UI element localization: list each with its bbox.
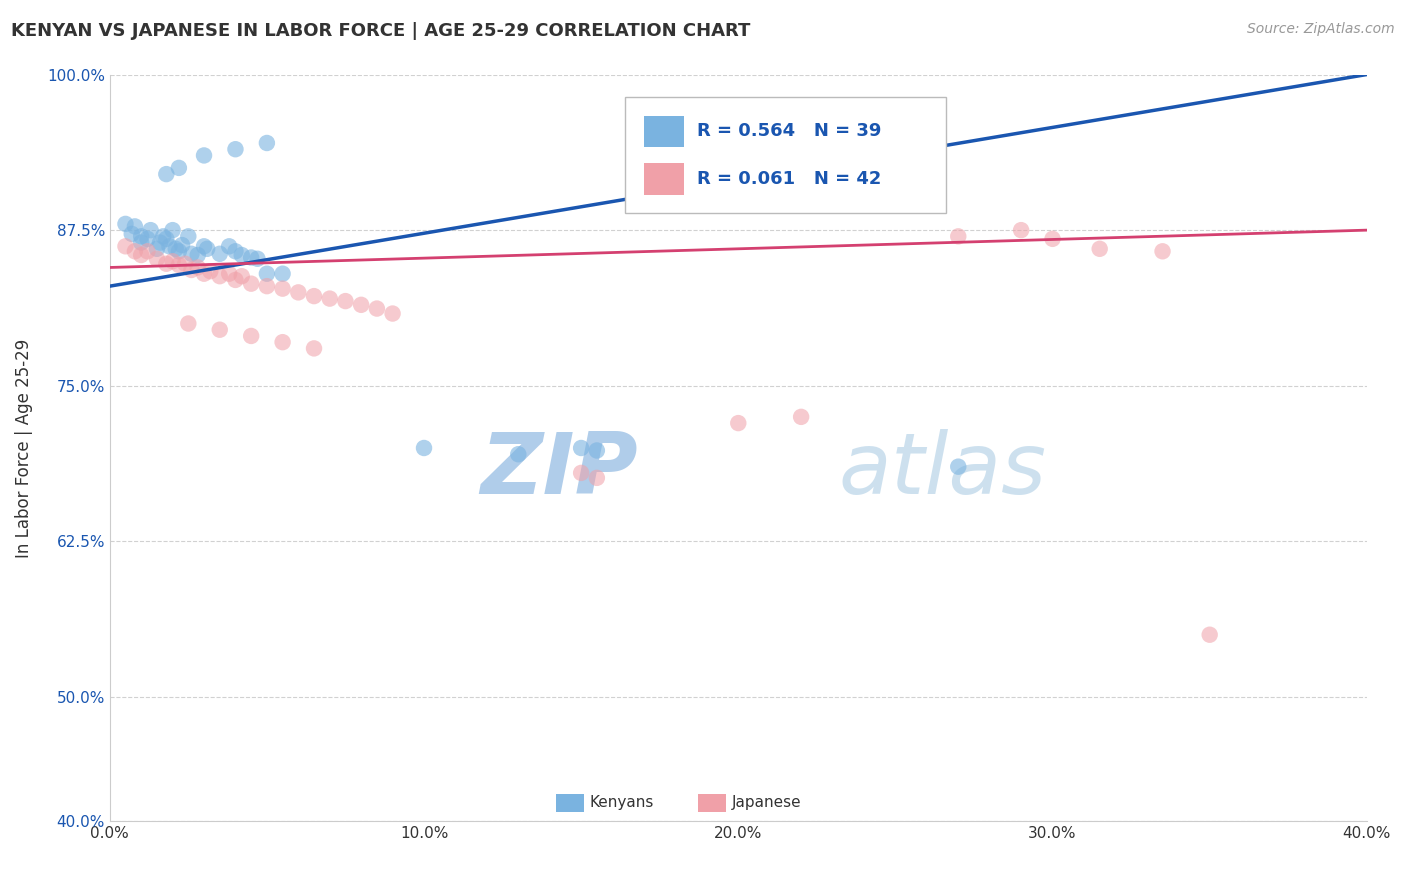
- Point: [240, 251, 263, 265]
- Point: [586, 443, 609, 458]
- Point: [240, 277, 263, 291]
- Text: atlas: atlas: [839, 429, 1047, 512]
- Point: [162, 223, 184, 237]
- Point: [569, 441, 592, 455]
- Point: [174, 257, 197, 271]
- Point: [129, 229, 152, 244]
- Point: [256, 267, 278, 281]
- Point: [177, 317, 200, 331]
- FancyBboxPatch shape: [644, 163, 685, 194]
- FancyBboxPatch shape: [626, 97, 946, 212]
- Point: [146, 252, 169, 266]
- Point: [193, 148, 215, 162]
- Point: [195, 242, 218, 256]
- Point: [136, 232, 159, 246]
- Point: [155, 167, 177, 181]
- Point: [193, 239, 215, 253]
- Point: [167, 244, 190, 259]
- Point: [381, 307, 404, 321]
- Point: [114, 239, 136, 253]
- Point: [350, 298, 373, 312]
- Point: [1010, 223, 1032, 237]
- Point: [413, 441, 436, 455]
- Point: [177, 229, 200, 244]
- FancyBboxPatch shape: [555, 794, 583, 813]
- Point: [224, 244, 246, 259]
- Point: [366, 301, 388, 316]
- Point: [231, 269, 253, 284]
- Point: [218, 239, 240, 253]
- Point: [246, 252, 269, 266]
- Point: [114, 217, 136, 231]
- Point: [224, 273, 246, 287]
- Point: [948, 229, 970, 244]
- Point: [727, 416, 749, 430]
- Text: R = 0.564   N = 39: R = 0.564 N = 39: [697, 121, 882, 139]
- Point: [302, 342, 325, 356]
- Point: [187, 260, 209, 275]
- Text: R = 0.061   N = 42: R = 0.061 N = 42: [697, 170, 882, 188]
- Point: [159, 239, 181, 253]
- Point: [287, 285, 309, 300]
- Point: [948, 459, 970, 474]
- Point: [1042, 232, 1064, 246]
- Point: [271, 335, 294, 350]
- Point: [136, 244, 159, 259]
- Point: [231, 248, 253, 262]
- Point: [1198, 628, 1220, 642]
- Point: [271, 282, 294, 296]
- Point: [218, 267, 240, 281]
- Point: [586, 471, 609, 485]
- Point: [129, 248, 152, 262]
- Point: [152, 229, 174, 244]
- Text: Kenyans: Kenyans: [591, 796, 654, 810]
- FancyBboxPatch shape: [697, 794, 725, 813]
- Y-axis label: In Labor Force | Age 25-29: In Labor Force | Age 25-29: [15, 338, 32, 558]
- Point: [167, 161, 190, 175]
- Point: [180, 247, 202, 261]
- Point: [319, 292, 342, 306]
- Point: [302, 289, 325, 303]
- Point: [1088, 242, 1111, 256]
- Point: [271, 267, 294, 281]
- Text: KENYAN VS JAPANESE IN LABOR FORCE | AGE 25-29 CORRELATION CHART: KENYAN VS JAPANESE IN LABOR FORCE | AGE …: [11, 22, 751, 40]
- Point: [165, 242, 187, 256]
- Point: [124, 219, 146, 234]
- Point: [146, 242, 169, 256]
- Point: [180, 263, 202, 277]
- Point: [790, 409, 813, 424]
- Point: [193, 267, 215, 281]
- Point: [335, 294, 357, 309]
- Point: [256, 136, 278, 150]
- Point: [1152, 244, 1174, 259]
- Point: [155, 257, 177, 271]
- Point: [121, 227, 143, 241]
- Point: [508, 447, 530, 461]
- Point: [124, 244, 146, 259]
- Point: [167, 258, 190, 272]
- Point: [569, 466, 592, 480]
- Point: [149, 235, 172, 250]
- Text: Source: ZipAtlas.com: Source: ZipAtlas.com: [1247, 22, 1395, 37]
- FancyBboxPatch shape: [644, 116, 685, 147]
- Point: [256, 279, 278, 293]
- Point: [240, 329, 263, 343]
- Point: [200, 264, 222, 278]
- Point: [187, 248, 209, 262]
- Point: [139, 223, 162, 237]
- Text: Japanese: Japanese: [733, 796, 801, 810]
- Point: [162, 254, 184, 268]
- Point: [208, 323, 231, 337]
- Text: ZIP: ZIP: [479, 429, 638, 512]
- Point: [208, 247, 231, 261]
- Point: [155, 232, 177, 246]
- Point: [224, 142, 246, 156]
- Point: [170, 238, 193, 252]
- Point: [208, 269, 231, 284]
- Point: [129, 235, 152, 250]
